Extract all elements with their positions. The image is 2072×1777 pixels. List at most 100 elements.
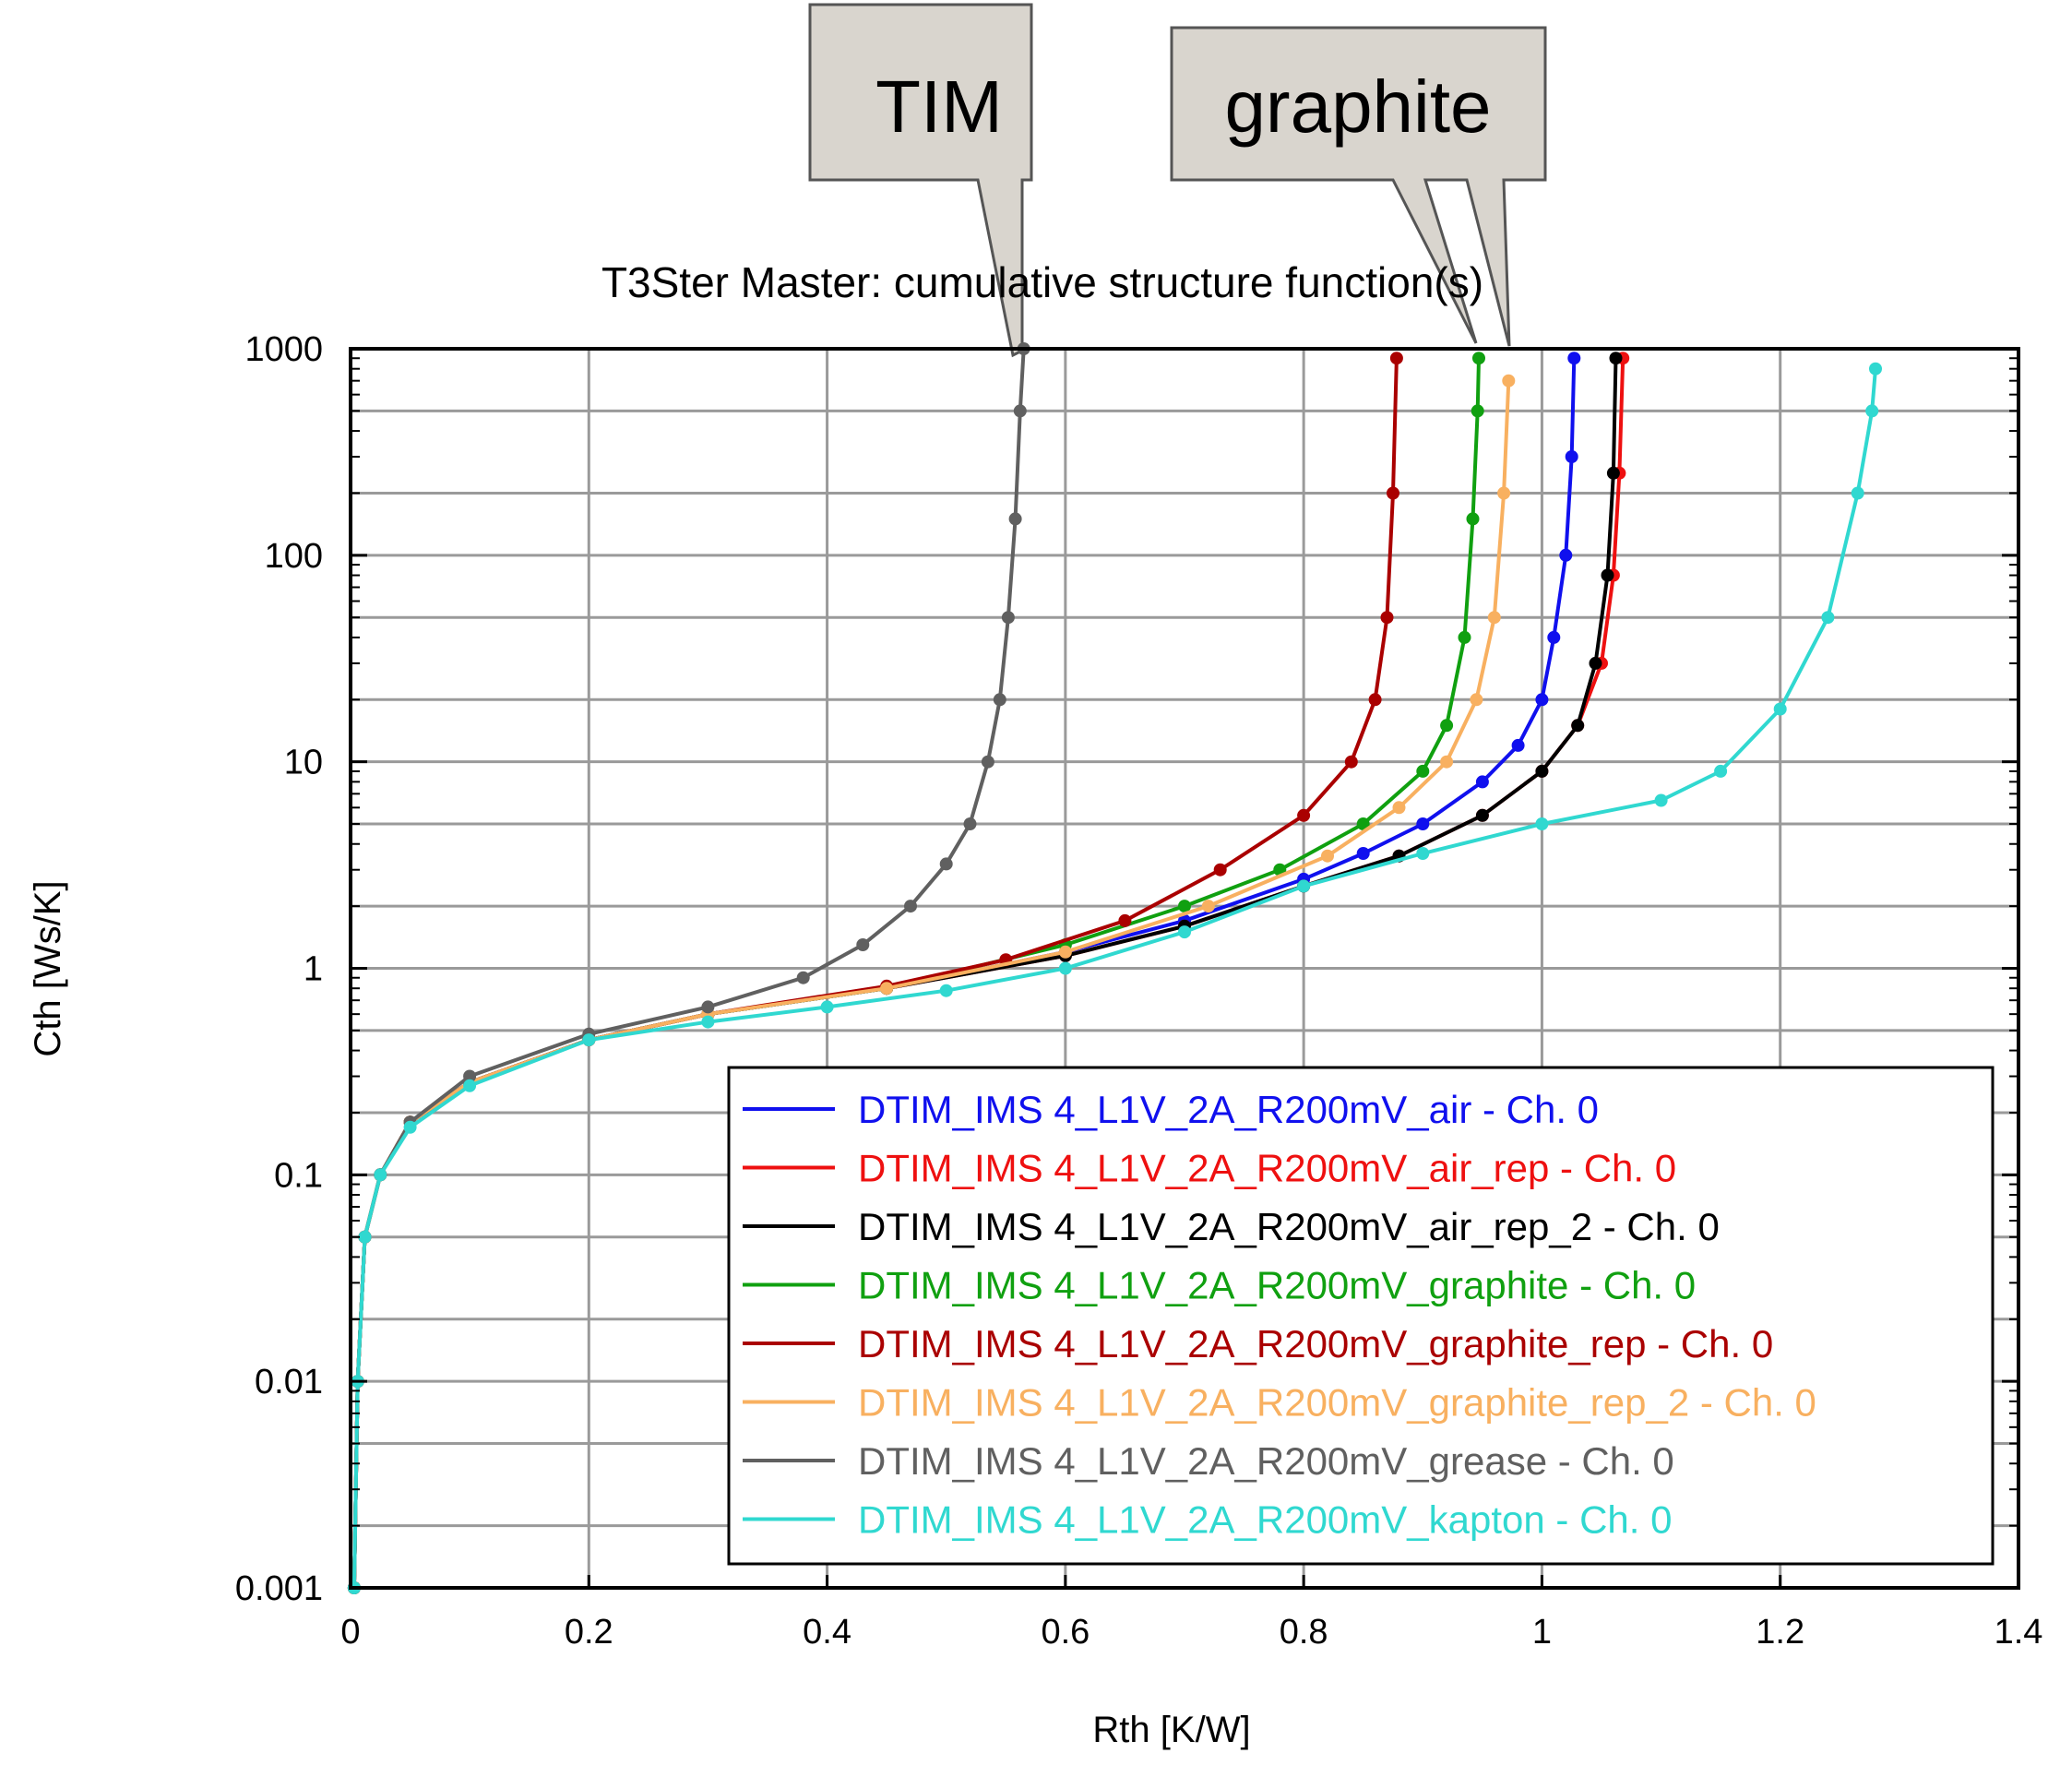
series-marker xyxy=(1178,925,1191,939)
series-marker xyxy=(1571,719,1585,733)
series-marker xyxy=(1466,512,1480,526)
legend-entry: DTIM_IMS 4_L1V_2A_R200mV_graphite_rep - … xyxy=(858,1322,1773,1366)
series-marker xyxy=(1297,808,1311,822)
series-7 xyxy=(347,362,1882,1594)
series-marker xyxy=(1487,611,1501,625)
series-marker xyxy=(1511,738,1525,752)
x-axis-label: Rth [K/W] xyxy=(1092,1710,1250,1750)
legend-entry: DTIM_IMS 4_L1V_2A_R200mV_grease - Ch. 0 xyxy=(858,1439,1674,1483)
series-marker xyxy=(1472,352,1485,365)
series-marker xyxy=(1535,693,1549,707)
x-tick-label: 0.8 xyxy=(1280,1613,1328,1652)
legend-entry: DTIM_IMS 4_L1V_2A_R200mV_air_rep_2 - Ch.… xyxy=(858,1205,1720,1248)
x-tick-label: 0.2 xyxy=(565,1613,613,1652)
series-marker xyxy=(1589,656,1602,670)
series-marker xyxy=(820,1000,834,1014)
chart-title: T3Ster Master: cumulative structure func… xyxy=(601,258,1483,306)
series-marker xyxy=(1535,764,1549,778)
series-marker xyxy=(582,1033,596,1047)
callout-tim-label: TIM xyxy=(875,66,1003,148)
x-tick-label: 0 xyxy=(340,1613,360,1652)
x-tick-label: 0.4 xyxy=(803,1613,851,1652)
legend-entry: DTIM_IMS 4_L1V_2A_R200mV_kapton - Ch. 0 xyxy=(858,1498,1672,1542)
series-marker xyxy=(1440,719,1454,733)
series-marker xyxy=(1344,755,1358,769)
legend-box xyxy=(727,1066,1995,1566)
y-tick-label: 100 xyxy=(265,537,323,576)
x-tick-label: 1 xyxy=(1532,1613,1552,1652)
series-marker xyxy=(374,1168,387,1182)
series-marker xyxy=(1440,755,1454,769)
series-marker xyxy=(1058,961,1072,975)
axis-ticks: 0 0.2 0.4 0.6 0.8 1 1.2 1.4 0.001 0.01 0.1 1 10 100 10… xyxy=(235,330,2043,1652)
series-marker xyxy=(1609,352,1623,365)
series-marker xyxy=(1008,512,1022,526)
series-marker xyxy=(963,817,977,830)
series-marker xyxy=(1356,847,1370,860)
y-tick-label: 1 xyxy=(304,950,323,989)
series-marker xyxy=(796,971,810,984)
callout-graphite-box xyxy=(1170,26,1547,347)
series-marker xyxy=(1470,693,1483,707)
series-marker xyxy=(1118,913,1132,927)
legend-entry: DTIM_IMS 4_L1V_2A_R200mV_air - Ch. 0 xyxy=(858,1088,1599,1131)
series-marker xyxy=(880,982,894,996)
y-tick-label: 0.01 xyxy=(255,1363,323,1401)
series-marker xyxy=(1213,863,1227,877)
series-marker xyxy=(904,900,917,913)
series-marker xyxy=(1368,693,1382,707)
series-marker xyxy=(1565,450,1578,463)
series-marker xyxy=(1356,817,1370,830)
series-marker xyxy=(1387,486,1399,500)
series-marker xyxy=(463,1069,477,1083)
series-marker xyxy=(1535,817,1549,830)
series-line xyxy=(351,368,1877,1589)
legend-entry: DTIM_IMS 4_L1V_2A_R200mV_air_rep - Ch. 0 xyxy=(858,1147,1676,1190)
series-marker xyxy=(1058,945,1072,959)
series-marker xyxy=(1865,404,1879,418)
series-marker xyxy=(1380,611,1394,625)
series-marker xyxy=(1559,548,1573,562)
series-marker xyxy=(1606,466,1620,480)
legend-entry: DTIM_IMS 4_L1V_2A_R200mV_graphite - Ch. … xyxy=(858,1264,1696,1307)
series-marker xyxy=(1297,879,1311,893)
series-marker xyxy=(939,984,953,997)
series-marker xyxy=(1475,775,1489,789)
series-marker xyxy=(1458,630,1471,644)
series-marker xyxy=(856,938,870,951)
y-tick-label: 10 xyxy=(284,744,323,782)
series-marker xyxy=(1869,362,1882,376)
series-marker xyxy=(1001,611,1015,625)
y-tick-label: 0.1 xyxy=(274,1156,323,1195)
x-tick-label: 0.6 xyxy=(1041,1613,1090,1652)
series-marker xyxy=(701,1015,715,1029)
series-marker xyxy=(463,1079,477,1092)
series-marker xyxy=(1547,630,1561,644)
series-marker xyxy=(1567,352,1581,365)
series-marker xyxy=(701,1000,715,1014)
series-marker xyxy=(358,1230,372,1244)
legend-entry: DTIM_IMS 4_L1V_2A_R200mV_graphite_rep_2 … xyxy=(858,1381,1816,1425)
series-marker xyxy=(1416,847,1430,860)
series-marker xyxy=(1178,900,1191,913)
series-marker xyxy=(1851,486,1864,500)
series-marker xyxy=(1471,404,1484,418)
series-marker xyxy=(1321,849,1334,863)
y-tick-label: 1000 xyxy=(244,330,323,369)
series-marker xyxy=(1416,764,1430,778)
series-marker xyxy=(1475,808,1489,822)
legend: DTIM_IMS 4_L1V_2A_R200mV_air - Ch. 0 DTIM… xyxy=(727,1066,1995,1566)
series-marker xyxy=(1392,801,1406,815)
series-marker xyxy=(993,693,1006,707)
series-marker xyxy=(1654,793,1668,807)
x-tick-label: 1.4 xyxy=(1995,1613,2043,1652)
series-marker xyxy=(1201,900,1215,913)
series-marker xyxy=(1013,404,1027,418)
series-layer xyxy=(347,342,1882,1594)
callout-graphite-label: graphite xyxy=(1224,66,1491,148)
callout-graphite: graphite xyxy=(1170,26,1547,347)
series-marker xyxy=(1497,486,1511,500)
y-tick-label: 0.001 xyxy=(235,1569,323,1608)
y-axis-label: Cth [Ws/K] xyxy=(28,880,68,1056)
